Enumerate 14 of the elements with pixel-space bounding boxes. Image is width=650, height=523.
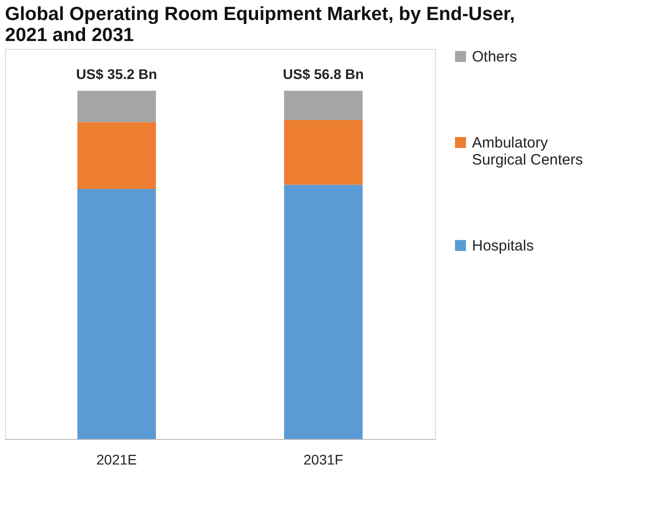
- x-tick-label: 2031F: [304, 452, 344, 468]
- bar: [77, 188, 156, 439]
- bar: [284, 120, 363, 185]
- x-tick-label: 2021E: [96, 452, 137, 468]
- legend-label: Ambulatory Surgical Centers: [472, 134, 583, 168]
- bar: [284, 184, 363, 439]
- chart-title: Global Operating Room Equipment Market, by End-User, 2021 and 2031: [5, 4, 515, 46]
- bar: [77, 122, 156, 189]
- total-label: US$ 56.8 Bn: [282, 66, 364, 82]
- legend-label: Hospitals: [472, 238, 534, 254]
- bar: [77, 90, 156, 122]
- legend-label: Others: [472, 48, 518, 66]
- total-label: US$ 35.2 Bn: [76, 66, 158, 82]
- bar: [284, 90, 363, 120]
